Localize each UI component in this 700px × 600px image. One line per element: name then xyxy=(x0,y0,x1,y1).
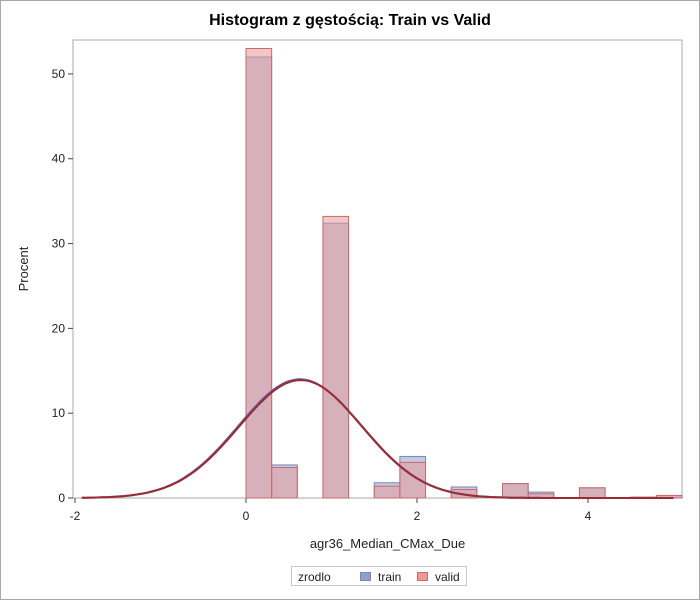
plot-area xyxy=(72,39,683,499)
y-tick-label: 30 xyxy=(52,237,66,251)
bar-valid xyxy=(322,215,350,499)
x-tick-label: 0 xyxy=(243,509,250,523)
legend: zrodlo train valid xyxy=(291,566,467,586)
bar-valid xyxy=(271,466,298,499)
bar-valid xyxy=(578,487,606,499)
x-axis-label: agr36_Median_CMax_Due xyxy=(310,536,465,551)
chart-title: Histogram z gęstością: Train vs Valid xyxy=(209,12,491,29)
bar-valid xyxy=(245,47,273,499)
y-axis-label: Procent xyxy=(16,246,31,291)
bar-valid xyxy=(373,485,401,499)
legend-swatch-train xyxy=(360,572,371,581)
legend-label-valid: valid xyxy=(435,570,460,584)
x-tick-label: 2 xyxy=(414,509,421,523)
legend-title: zrodlo xyxy=(298,570,331,584)
y-tick-label: 20 xyxy=(52,321,66,335)
legend-label-train: train xyxy=(378,570,402,584)
legend-swatch-valid xyxy=(417,572,428,581)
density-curve-valid xyxy=(81,379,674,499)
x-tick-label: 4 xyxy=(585,509,592,523)
density-curve-train xyxy=(81,378,674,499)
y-tick-label: 50 xyxy=(52,67,66,81)
y-tick-label: 0 xyxy=(58,491,65,505)
y-tick-label: 10 xyxy=(52,406,66,420)
bar-valid xyxy=(502,483,529,499)
x-tick-label: -2 xyxy=(70,509,81,523)
y-tick-label: 40 xyxy=(52,152,66,166)
